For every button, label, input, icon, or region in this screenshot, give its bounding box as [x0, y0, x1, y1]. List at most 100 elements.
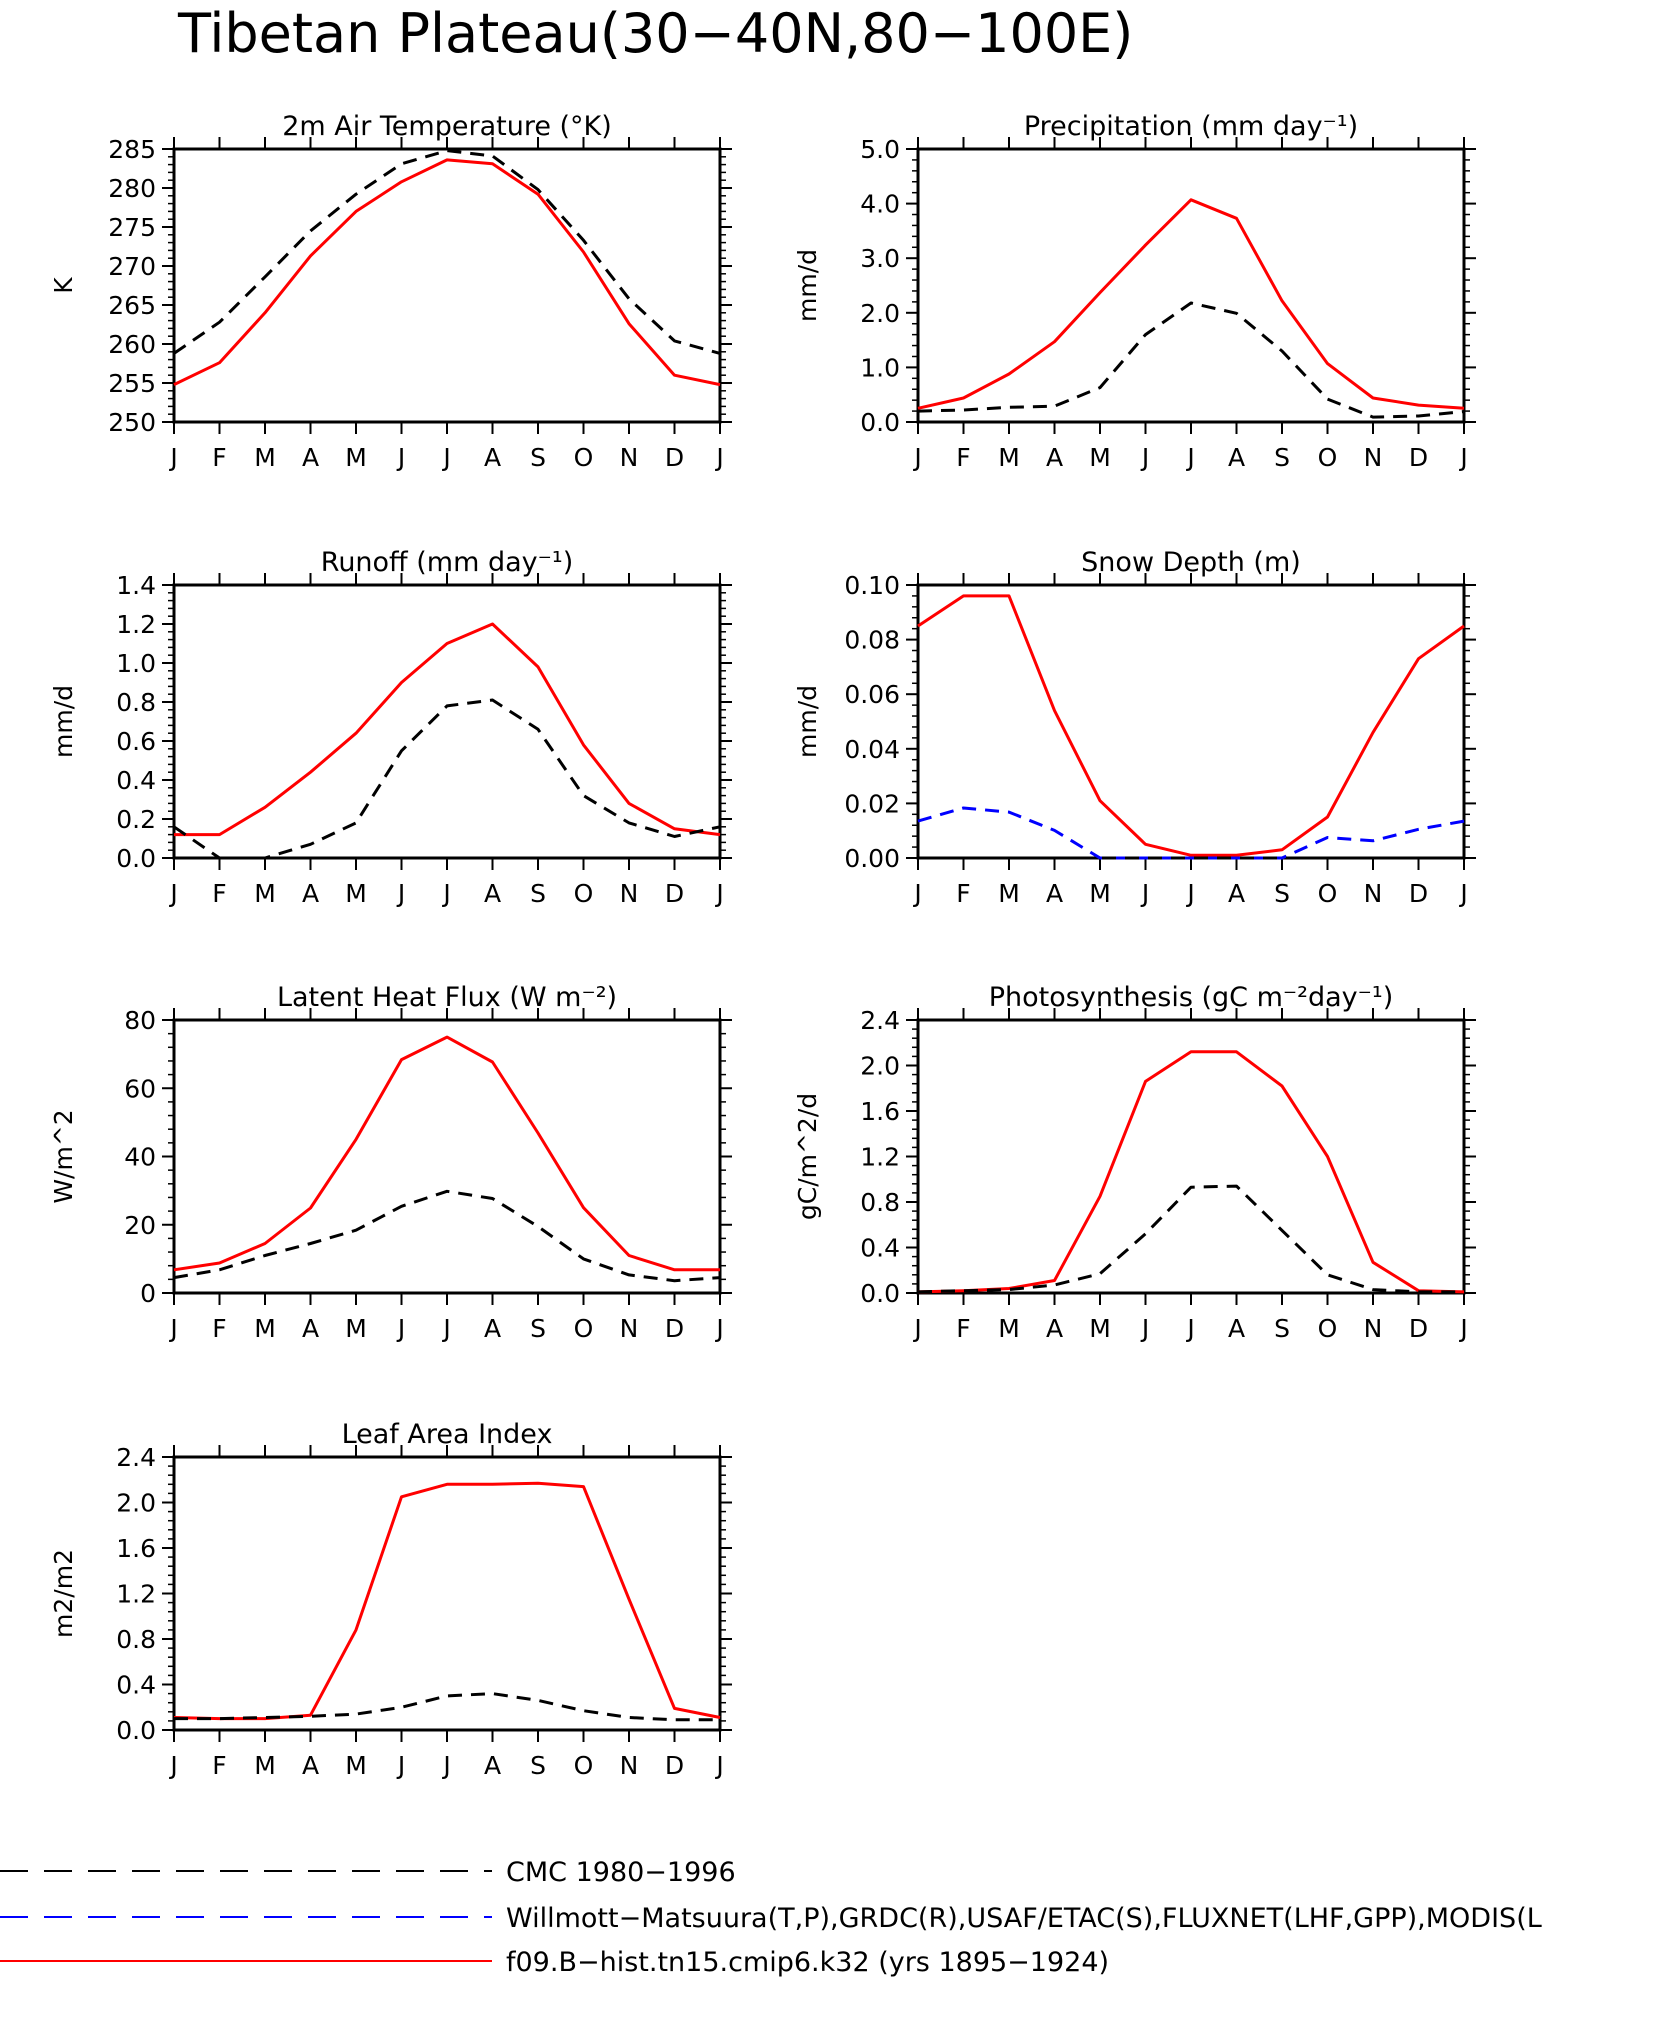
x-tick-label: M	[254, 443, 276, 472]
y-tick-label: 0.4	[116, 1671, 156, 1700]
x-tick-label: A	[1046, 443, 1063, 472]
y-axis-label: m2/m2	[49, 1549, 78, 1638]
figure-title: Tibetan Plateau(30−40N,80−100E)	[177, 2, 1133, 65]
panel-title: Runoff (mm day⁻¹)	[321, 547, 573, 578]
y-tick-label: 2.0	[860, 299, 900, 328]
x-tick-label: F	[956, 879, 970, 908]
legend-label: Willmott−Matsuura(T,P),GRDC(R),USAF/ETAC…	[506, 1903, 1542, 1934]
x-tick-label: F	[212, 1751, 226, 1780]
x-tick-label: N	[620, 879, 639, 908]
y-tick-label: 1.6	[116, 1534, 156, 1563]
plot-frame	[172, 583, 722, 860]
y-tick-label: 1.6	[860, 1097, 900, 1126]
x-tick-label: J	[912, 879, 921, 908]
y-tick-label: 0.8	[116, 1625, 156, 1654]
x-tick-label: J	[168, 879, 177, 908]
x-tick-label: N	[1364, 1314, 1383, 1343]
series-line-model	[173, 1035, 720, 1272]
y-tick-label: 0.8	[860, 1188, 900, 1217]
x-tick-label: A	[1046, 879, 1063, 908]
x-tick-label: A	[484, 1314, 501, 1343]
legend-label: CMC 1980−1996	[506, 1857, 736, 1888]
y-tick-label: 60	[124, 1074, 156, 1103]
panel-title: Precipitation (mm day⁻¹)	[1024, 111, 1358, 142]
series-line-model	[173, 1481, 721, 1721]
x-tick-label: A	[484, 443, 501, 472]
series-line-obs1	[173, 1189, 721, 1283]
x-tick-label: J	[714, 443, 723, 472]
x-tick-label: M	[345, 879, 367, 908]
legend-label: f09.B−hist.tn15.cmip6.k32 (yrs 1895−1924…	[506, 1947, 1109, 1978]
x-tick-label: J	[396, 879, 405, 908]
x-tick-label: J	[396, 1314, 405, 1343]
plot-frame	[172, 147, 722, 424]
plot-frame	[172, 1455, 722, 1732]
y-tick-label: 0.02	[844, 789, 900, 818]
y-tick-label: 40	[124, 1143, 156, 1172]
x-tick-label: M	[1089, 443, 1111, 472]
x-tick-label: F	[956, 443, 970, 472]
x-tick-label: J	[441, 1314, 450, 1343]
y-tick-label: 0.06	[844, 680, 900, 709]
x-tick-label: J	[1140, 879, 1149, 908]
x-tick-label: S	[1274, 879, 1290, 908]
x-tick-label: F	[956, 1314, 970, 1343]
y-tick-label: 5.0	[860, 135, 900, 164]
x-tick-label: N	[1364, 879, 1383, 908]
x-tick-label: M	[254, 1314, 276, 1343]
y-tick-label: 1.0	[116, 649, 156, 678]
y-tick-label: 0	[140, 1279, 156, 1308]
series-line-model	[917, 1050, 1465, 1294]
x-tick-label: O	[574, 1314, 594, 1343]
x-tick-label: S	[1274, 443, 1290, 472]
y-tick-label: 280	[108, 174, 156, 203]
x-tick-label: D	[1409, 879, 1428, 908]
x-tick-label: J	[714, 1314, 723, 1343]
series-line-model	[174, 622, 721, 837]
panel-4: Snow Depth (m)mm/dJ F M A M J J A S O N D J0.000.020…	[793, 547, 1476, 908]
y-tick-label: 265	[108, 291, 156, 320]
plot-frame	[916, 147, 1466, 424]
x-tick-label: J	[714, 879, 723, 908]
y-tick-label: 0.2	[116, 805, 156, 834]
legend: CMC 1980−1996 Willmott−Matsuura(T,P),GRDC…	[0, 1857, 1542, 1978]
x-tick-label: A	[302, 879, 319, 908]
x-tick-label: M	[345, 443, 367, 472]
series-line-model	[917, 594, 1465, 857]
panel-1: 2m Air Temperature (°K)KJ F M A M J J A S O N D J250…	[49, 111, 732, 472]
y-tick-label: 1.2	[116, 610, 156, 639]
x-tick-label: J	[168, 1751, 177, 1780]
x-tick-label: J	[396, 443, 405, 472]
y-tick-label: 260	[108, 330, 156, 359]
y-tick-label: 1.2	[860, 1143, 900, 1172]
y-tick-label: 2.0	[860, 1052, 900, 1081]
x-tick-label: F	[212, 879, 226, 908]
x-tick-label: J	[912, 1314, 921, 1343]
x-tick-label: J	[912, 443, 921, 472]
x-tick-label: M	[998, 1314, 1020, 1343]
y-tick-label: 4.0	[860, 190, 900, 219]
x-tick-label: J	[1185, 443, 1194, 472]
y-tick-label: 80	[124, 1006, 156, 1035]
plot-frame	[916, 583, 1466, 860]
panel-6: Photosynthesis (gC m⁻²day⁻¹)gC/m^2/dJ F M A…	[793, 982, 1476, 1343]
x-tick-label: J	[396, 1751, 405, 1780]
x-tick-label: A	[1228, 1314, 1245, 1343]
x-tick-label: M	[998, 443, 1020, 472]
x-tick-label: A	[1046, 1314, 1063, 1343]
panel-title: Photosynthesis (gC m⁻²day⁻¹)	[989, 982, 1393, 1013]
x-tick-label: O	[574, 443, 594, 472]
y-axis-label: W/m^2	[49, 1109, 78, 1203]
y-tick-label: 20	[124, 1211, 156, 1240]
panel-title: Leaf Area Index	[342, 1419, 553, 1450]
x-tick-label: O	[1318, 443, 1338, 472]
y-tick-label: 255	[108, 369, 156, 398]
y-tick-label: 0.6	[116, 727, 156, 756]
y-tick-label: 0.0	[116, 844, 156, 873]
panel-title: 2m Air Temperature (°K)	[282, 111, 612, 142]
x-tick-label: D	[665, 1314, 684, 1343]
y-tick-label: 2.4	[116, 1443, 156, 1472]
x-tick-label: A	[1228, 879, 1245, 908]
x-tick-label: M	[998, 879, 1020, 908]
x-tick-label: M	[345, 1751, 367, 1780]
